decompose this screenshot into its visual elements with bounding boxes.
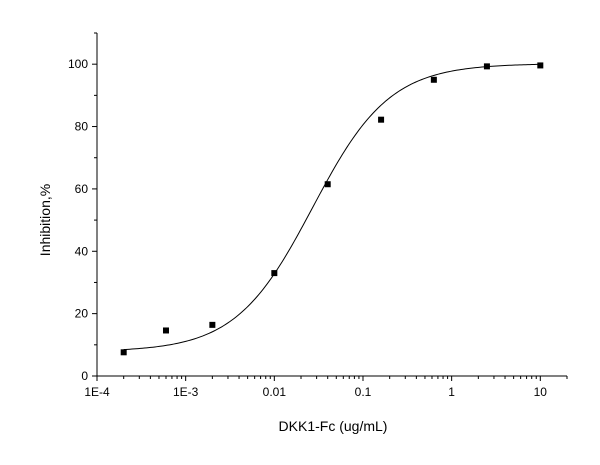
data-point: [324, 181, 331, 188]
y-tick-label: 60: [75, 182, 89, 196]
data-point: [483, 63, 490, 70]
y-tick-label: 80: [75, 120, 89, 134]
data-point: [209, 321, 216, 328]
data-point: [430, 76, 437, 83]
data-point: [378, 116, 385, 123]
y-axis-title: Inhibition,%: [37, 184, 53, 256]
x-tick-label: 0.1: [355, 385, 372, 399]
x-tick-label: 1: [448, 385, 455, 399]
y-tick-label: 40: [75, 244, 89, 258]
x-tick-label: 10: [534, 385, 548, 399]
x-axis-title: DKK1-Fc (ug/mL): [279, 418, 388, 434]
tick-group: 0 20 40 60 80 100 1E-4 1E-3 0.01 0.1 1 10: [68, 32, 568, 399]
fit-curve: [123, 63, 541, 351]
data-points: [120, 62, 544, 356]
y-tick-label: 0: [81, 369, 88, 383]
axes: [96, 33, 567, 377]
x-tick-label: 1E-3: [173, 385, 199, 399]
data-point: [120, 349, 127, 356]
data-point: [162, 327, 169, 334]
y-tick-label: 20: [75, 307, 89, 321]
x-tick-label: 0.01: [263, 385, 287, 399]
data-point: [537, 62, 544, 69]
y-tick-label: 100: [68, 57, 88, 71]
x-tick-label: 1E-4: [84, 385, 110, 399]
data-point: [271, 270, 278, 277]
